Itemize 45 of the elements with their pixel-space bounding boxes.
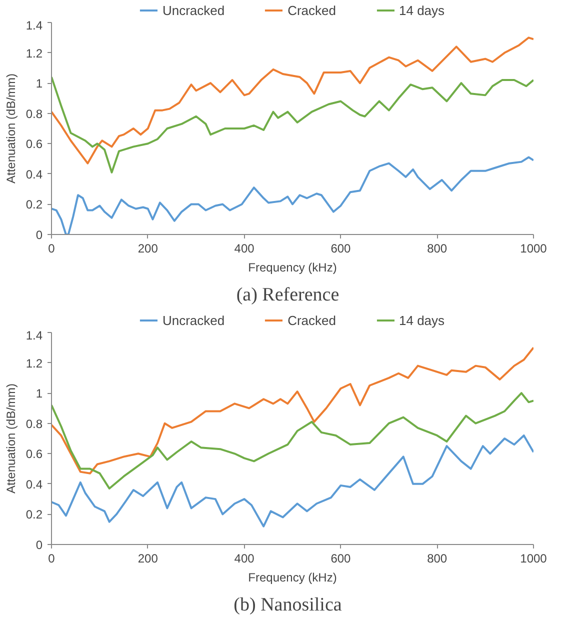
y-tick-label: 0.8 — [26, 416, 43, 431]
y-tick-label: 0 — [36, 228, 43, 242]
x-tick-label: 400 — [234, 242, 255, 256]
x-tick-label: 600 — [330, 552, 352, 566]
line-series — [52, 392, 534, 490]
legend-label: 14 days — [399, 312, 445, 328]
x-axis-title: Frequency (kHz) — [248, 260, 337, 274]
text: (a) Reference — [236, 284, 340, 306]
y-tick-label: 1 — [36, 76, 43, 91]
text: (b) Nanosilica — [234, 594, 342, 616]
legend-label: 14 days — [399, 2, 445, 18]
x-tick-label: 0 — [48, 552, 56, 566]
y-tick-label: 1.4 — [26, 18, 43, 32]
legend-label: Cracked — [288, 2, 336, 18]
line-series — [52, 36, 534, 164]
y-tick-label: 1.2 — [26, 356, 43, 370]
line-series — [52, 346, 534, 474]
x-tick-label: 600 — [330, 242, 352, 256]
y-tick-label: 0.2 — [26, 508, 43, 522]
legend-label: Cracked — [288, 312, 336, 328]
x-tick-label: 800 — [427, 242, 448, 256]
y-tick-label: 0.6 — [26, 137, 43, 152]
y-tick-label: 1 — [36, 386, 43, 401]
y-tick-label: 0.4 — [26, 167, 43, 182]
x-tick-label: 800 — [427, 552, 448, 566]
legend-label: Uncracked — [162, 2, 225, 18]
y-tick-label: 1.2 — [26, 46, 43, 60]
x-tick-label: 200 — [138, 242, 158, 256]
line-series — [52, 434, 534, 528]
line-series — [52, 76, 534, 174]
y-tick-label: 0.4 — [26, 477, 43, 492]
x-tick-label: 1000 — [520, 242, 548, 256]
legend-label: Uncracked — [162, 312, 225, 328]
y-tick-label: 0.6 — [26, 447, 43, 462]
x-tick-label: 200 — [138, 552, 158, 566]
y-tick-label: 0.2 — [26, 198, 43, 212]
y-tick-label: 1.4 — [26, 328, 43, 342]
y-axis-title: Attenuation (dB/mm) — [4, 73, 18, 184]
y-tick-label: 0 — [36, 538, 43, 552]
x-tick-label: 0 — [48, 242, 56, 256]
x-axis-title: Frequency (kHz) — [248, 570, 337, 584]
y-axis-title: Attenuation (dB/mm) — [4, 383, 18, 494]
y-tick-label: 0.8 — [26, 106, 43, 121]
x-tick-label: 1000 — [520, 552, 548, 566]
x-tick-label: 400 — [234, 552, 255, 566]
